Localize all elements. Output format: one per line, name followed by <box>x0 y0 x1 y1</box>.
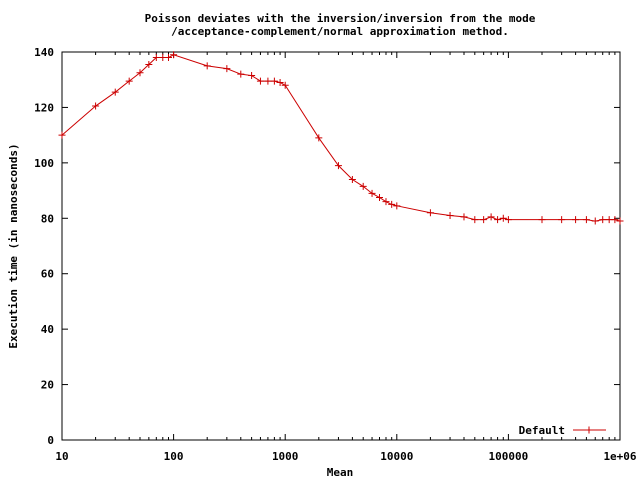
data-point-marker <box>393 202 401 210</box>
plot-frame <box>61 51 621 441</box>
y-axis: 0 20 40 60 80 100 120 140 <box>34 46 620 447</box>
x-tick-label: 1e+06 <box>603 450 636 463</box>
data-point-marker <box>237 70 245 78</box>
series-line-default <box>61 54 621 222</box>
data-point-marker <box>281 81 289 89</box>
chart-title-line-2: /acceptance-complement/normal approximat… <box>171 25 509 38</box>
legend-label: Default <box>519 424 565 437</box>
data-point-marker <box>334 162 342 170</box>
data-point-marker <box>170 51 178 59</box>
data-point-marker <box>276 78 284 86</box>
data-point-marker <box>376 194 384 201</box>
data-point-marker <box>164 54 172 62</box>
data-point-marker <box>426 209 434 217</box>
y-tick-label: 20 <box>41 379 54 392</box>
series-layer <box>58 51 624 225</box>
data-point-marker <box>460 213 468 221</box>
data-point-marker <box>125 77 133 85</box>
x-tick-label: 10000 <box>380 450 413 463</box>
x-tick-label: 100000 <box>489 450 529 463</box>
data-point-marker <box>504 216 512 224</box>
data-point-marker <box>499 214 507 222</box>
data-point-marker <box>572 216 580 224</box>
data-point-marker <box>203 62 211 70</box>
data-point-marker <box>223 65 231 73</box>
data-point-marker <box>348 175 356 183</box>
data-point-marker <box>480 216 488 224</box>
data-point-marker <box>558 216 566 224</box>
data-point-marker <box>315 134 323 142</box>
y-axis-title: Execution time (in nanoseconds) <box>7 143 20 348</box>
y-tick-label: 60 <box>41 268 54 281</box>
data-point-marker <box>359 182 367 190</box>
data-point-marker <box>471 216 479 224</box>
x-axis-title: Mean <box>327 466 354 479</box>
data-point-marker <box>111 88 119 96</box>
legend-marker-sample <box>585 426 593 434</box>
y-tick-label: 100 <box>34 157 54 170</box>
data-point-marker <box>92 102 100 110</box>
x-axis: 10 100 1000 10000 100000 1e+06 <box>55 52 637 463</box>
data-point-marker <box>599 216 607 224</box>
data-point-marker <box>494 216 502 224</box>
legend: Default <box>519 424 606 437</box>
x-tick-label: 10 <box>55 450 68 463</box>
data-point-marker <box>446 212 454 220</box>
data-point-marker <box>611 216 619 224</box>
data-point-marker <box>270 77 278 85</box>
data-point-marker <box>487 213 495 221</box>
data-point-marker <box>591 217 599 225</box>
chart-title-line-1: Poisson deviates with the inversion/inve… <box>145 12 536 25</box>
y-tick-label: 120 <box>34 101 54 114</box>
x-tick-label: 1000 <box>272 450 299 463</box>
y-tick-label: 140 <box>34 46 54 59</box>
data-point-marker <box>248 72 256 80</box>
y-tick-label: 40 <box>41 323 54 336</box>
y-tick-label: 80 <box>41 212 54 225</box>
data-point-marker <box>582 216 590 224</box>
data-point-marker <box>256 77 264 85</box>
x-tick-label: 100 <box>164 450 184 463</box>
data-point-marker <box>145 60 153 68</box>
data-point-marker <box>616 217 624 225</box>
data-point-marker <box>136 69 144 77</box>
data-point-marker <box>388 200 396 208</box>
data-point-marker <box>382 198 390 206</box>
data-point-marker <box>58 131 66 139</box>
data-point-marker <box>538 216 546 224</box>
y-tick-label: 0 <box>47 434 54 447</box>
data-point-marker <box>152 54 160 62</box>
data-point-marker <box>368 189 376 197</box>
data-point-marker <box>264 77 272 85</box>
